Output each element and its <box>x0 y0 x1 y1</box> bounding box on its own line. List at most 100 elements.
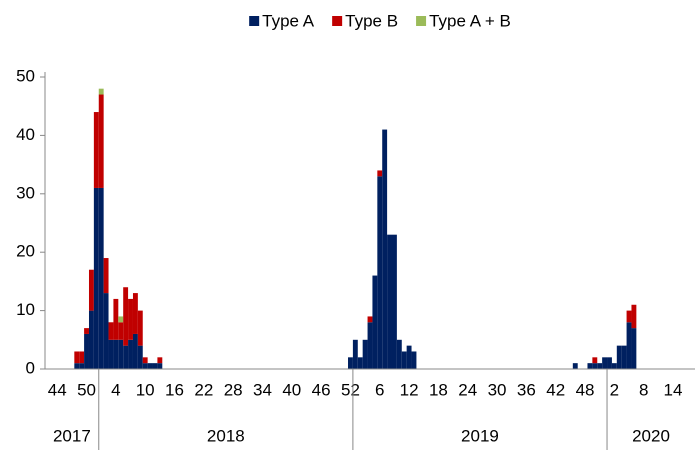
bar-segment <box>108 339 114 369</box>
x-tick-label: 48 <box>576 380 595 399</box>
bar-segment <box>611 363 617 369</box>
bar-segment <box>103 293 109 369</box>
bar-segment <box>108 322 114 340</box>
legend-marker <box>416 16 427 26</box>
bar-segment <box>631 304 637 329</box>
x-tick-label: 10 <box>136 380 155 399</box>
x-tick-label: 2 <box>610 380 619 399</box>
bar-segment <box>74 363 80 369</box>
bar-segment <box>626 310 632 323</box>
x-tick-label: 24 <box>458 380 477 399</box>
bar-segment <box>621 345 627 369</box>
bar-segment <box>616 345 622 369</box>
bar-segment <box>396 339 402 369</box>
bar-segment <box>587 363 593 369</box>
bar-segment <box>137 310 143 346</box>
y-tick-label: 20 <box>16 242 35 261</box>
year-label: 2018 <box>207 426 245 445</box>
legend-label: Type A <box>262 11 315 30</box>
x-tick-label: 28 <box>224 380 243 399</box>
legend-label: Type B <box>345 11 398 30</box>
x-tick-label: 42 <box>546 380 565 399</box>
bar-segment <box>79 351 85 364</box>
bar-segment <box>128 298 133 340</box>
y-tick-label: 50 <box>16 66 35 85</box>
bar-segment <box>74 351 80 364</box>
x-tick-label: 4 <box>111 380 120 399</box>
x-tick-label: 36 <box>517 380 536 399</box>
bar-segment <box>387 234 392 369</box>
bar-segment <box>84 328 89 334</box>
bar-segment <box>123 345 129 369</box>
bar-segment <box>142 357 148 364</box>
bar-segment <box>152 363 158 369</box>
bar-segment <box>93 187 99 369</box>
bar-segment <box>113 339 119 369</box>
x-tick-label: 52 <box>341 380 360 399</box>
bar-segment <box>88 269 94 311</box>
x-tick-label: 16 <box>165 380 184 399</box>
bar-segment <box>103 258 109 294</box>
x-tick-label: 44 <box>48 380 67 399</box>
bar-segment <box>118 316 124 323</box>
x-tick-label: 18 <box>429 380 448 399</box>
bar-segment <box>84 333 89 369</box>
bar-segment <box>113 298 119 340</box>
bar-segment <box>118 322 124 340</box>
bar-segment <box>572 363 578 369</box>
bar-segment <box>372 275 378 369</box>
bar-segment <box>626 322 632 369</box>
x-tick-label: 14 <box>664 380 683 399</box>
bar-segment <box>411 351 417 369</box>
bar-segment <box>382 129 388 369</box>
bar-segment <box>592 363 598 369</box>
legend-marker <box>332 16 343 26</box>
x-tick-label: 40 <box>282 380 301 399</box>
bar-segment <box>98 94 104 188</box>
bar-segment <box>348 357 353 369</box>
y-tick-label: 30 <box>16 183 35 202</box>
year-label: 2019 <box>461 426 499 445</box>
bar-segment <box>602 357 608 369</box>
bar-segment <box>377 176 383 369</box>
bar-segment <box>142 363 148 369</box>
bar-segment <box>132 293 138 334</box>
year-label: 2017 <box>53 426 91 445</box>
x-tick-label: 50 <box>77 380 96 399</box>
x-tick-label: 8 <box>639 380 648 399</box>
bar-segment <box>377 170 383 177</box>
bar-segment <box>367 322 373 369</box>
bar-segment <box>391 234 397 369</box>
bar-segment <box>157 357 163 364</box>
bar-segment <box>401 351 407 369</box>
bar-segment <box>157 363 163 369</box>
x-tick-label: 30 <box>488 380 507 399</box>
legend-marker <box>249 16 260 26</box>
bar-segment <box>362 339 368 369</box>
bar-segment <box>88 310 94 369</box>
x-tick-label: 34 <box>253 380 272 399</box>
y-tick-label: 10 <box>16 300 35 319</box>
bar-segment <box>147 363 153 369</box>
year-label: 2020 <box>632 426 670 445</box>
bar-segment <box>597 363 603 369</box>
bar-segment <box>357 357 363 369</box>
bar-segment <box>352 339 358 369</box>
bar-segment <box>79 363 85 369</box>
bar-segment <box>406 345 412 369</box>
bar-segment <box>93 112 99 188</box>
y-tick-label: 40 <box>16 125 35 144</box>
x-tick-label: 6 <box>375 380 384 399</box>
bar-segment <box>137 345 143 369</box>
bar-segment <box>631 328 637 369</box>
bar-segment <box>128 339 133 369</box>
bar-segment <box>98 187 104 369</box>
bar-segment <box>607 357 612 369</box>
x-tick-label: 22 <box>194 380 213 399</box>
bar-segment <box>592 357 598 364</box>
bar-segment <box>367 316 373 323</box>
x-tick-label: 12 <box>400 380 419 399</box>
bar-segment <box>132 333 138 369</box>
bar-segment <box>98 88 104 95</box>
